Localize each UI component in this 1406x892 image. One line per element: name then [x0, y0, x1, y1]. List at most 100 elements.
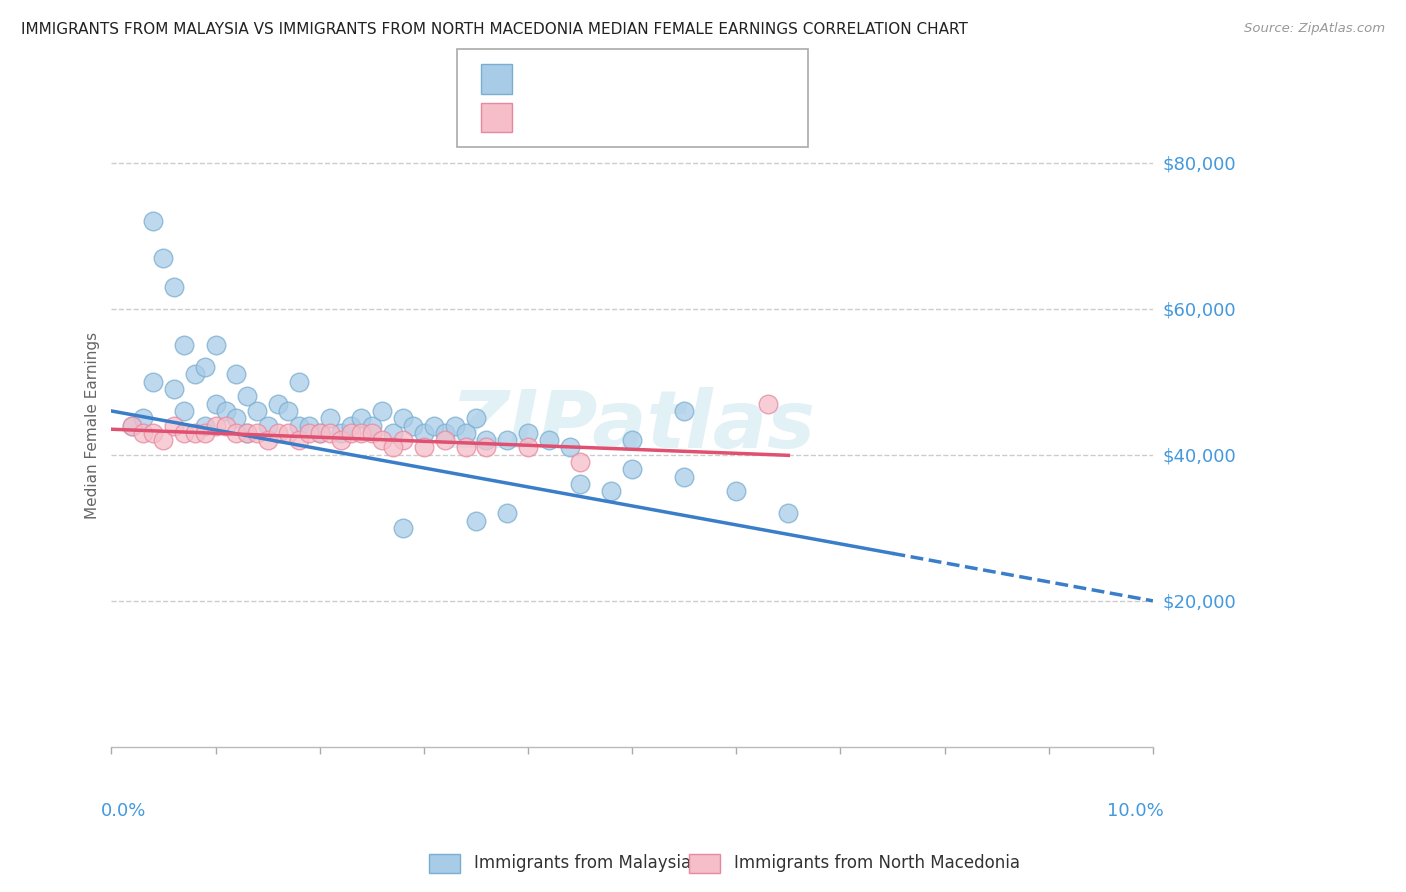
Point — [673, 404, 696, 418]
Point — [475, 441, 498, 455]
Text: R =  -0.285   N = 58: R = -0.285 N = 58 — [523, 70, 721, 87]
Point — [204, 418, 226, 433]
Point — [558, 441, 581, 455]
Point — [204, 338, 226, 352]
Point — [194, 360, 217, 375]
Point — [673, 469, 696, 483]
Point — [142, 214, 165, 228]
Point — [319, 411, 342, 425]
Point — [215, 404, 238, 418]
Point — [173, 404, 195, 418]
Point — [267, 425, 290, 440]
Point — [236, 389, 259, 403]
Point — [152, 251, 174, 265]
Point — [288, 433, 311, 447]
Point — [496, 506, 519, 520]
Point — [381, 425, 404, 440]
Point — [256, 418, 278, 433]
Point — [121, 418, 143, 433]
Point — [621, 433, 644, 447]
Point — [464, 514, 486, 528]
Point — [360, 418, 382, 433]
Point — [225, 411, 247, 425]
Point — [537, 433, 560, 447]
Point — [236, 425, 259, 440]
Point — [340, 425, 363, 440]
Text: Immigrants from North Macedonia: Immigrants from North Macedonia — [734, 855, 1019, 872]
Point — [392, 411, 415, 425]
Point — [444, 418, 467, 433]
Point — [381, 441, 404, 455]
Text: Immigrants from Malaysia: Immigrants from Malaysia — [474, 855, 690, 872]
Point — [298, 418, 321, 433]
Point — [569, 455, 592, 469]
Point — [142, 425, 165, 440]
Point — [152, 433, 174, 447]
Point — [288, 375, 311, 389]
Point — [778, 506, 800, 520]
Point — [350, 425, 373, 440]
Point — [288, 418, 311, 433]
Point — [329, 425, 352, 440]
Point — [183, 425, 205, 440]
Point — [454, 425, 477, 440]
Point — [517, 425, 540, 440]
Point — [433, 425, 456, 440]
Point — [256, 433, 278, 447]
Point — [194, 418, 217, 433]
Point — [496, 433, 519, 447]
Point — [319, 425, 342, 440]
Point — [329, 433, 352, 447]
Point — [433, 433, 456, 447]
Point — [267, 397, 290, 411]
Point — [517, 441, 540, 455]
Point — [412, 441, 434, 455]
Point — [236, 425, 259, 440]
Text: Source: ZipAtlas.com: Source: ZipAtlas.com — [1244, 22, 1385, 36]
Point — [621, 462, 644, 476]
Point — [163, 418, 186, 433]
Point — [756, 397, 779, 411]
Point — [163, 280, 186, 294]
Point — [183, 368, 205, 382]
Y-axis label: Median Female Earnings: Median Female Earnings — [86, 332, 100, 519]
Point — [392, 433, 415, 447]
Point — [371, 433, 394, 447]
Point — [454, 441, 477, 455]
Point — [464, 411, 486, 425]
Text: 10.0%: 10.0% — [1107, 802, 1163, 820]
Point — [371, 404, 394, 418]
Point — [402, 418, 425, 433]
Point — [340, 418, 363, 433]
Point — [277, 404, 299, 418]
Text: IMMIGRANTS FROM MALAYSIA VS IMMIGRANTS FROM NORTH MACEDONIA MEDIAN FEMALE EARNIN: IMMIGRANTS FROM MALAYSIA VS IMMIGRANTS F… — [21, 22, 967, 37]
Point — [475, 433, 498, 447]
Point — [246, 425, 269, 440]
Point — [423, 418, 446, 433]
Text: R =  -0.191   N = 34: R = -0.191 N = 34 — [523, 109, 721, 127]
Point — [308, 425, 330, 440]
Point — [131, 425, 153, 440]
Point — [298, 425, 321, 440]
Point — [308, 425, 330, 440]
Point — [360, 425, 382, 440]
Point — [204, 397, 226, 411]
Point — [600, 484, 623, 499]
Point — [225, 425, 247, 440]
Point — [194, 425, 217, 440]
Point — [173, 425, 195, 440]
Point — [412, 425, 434, 440]
Point — [121, 418, 143, 433]
Point — [131, 411, 153, 425]
Point — [142, 375, 165, 389]
Point — [277, 425, 299, 440]
Point — [392, 521, 415, 535]
Text: 0.0%: 0.0% — [101, 802, 146, 820]
Point — [569, 477, 592, 491]
Point — [725, 484, 748, 499]
Point — [215, 418, 238, 433]
Text: ZIPatlas: ZIPatlas — [450, 386, 814, 465]
Point — [246, 404, 269, 418]
Point — [225, 368, 247, 382]
Point — [173, 338, 195, 352]
